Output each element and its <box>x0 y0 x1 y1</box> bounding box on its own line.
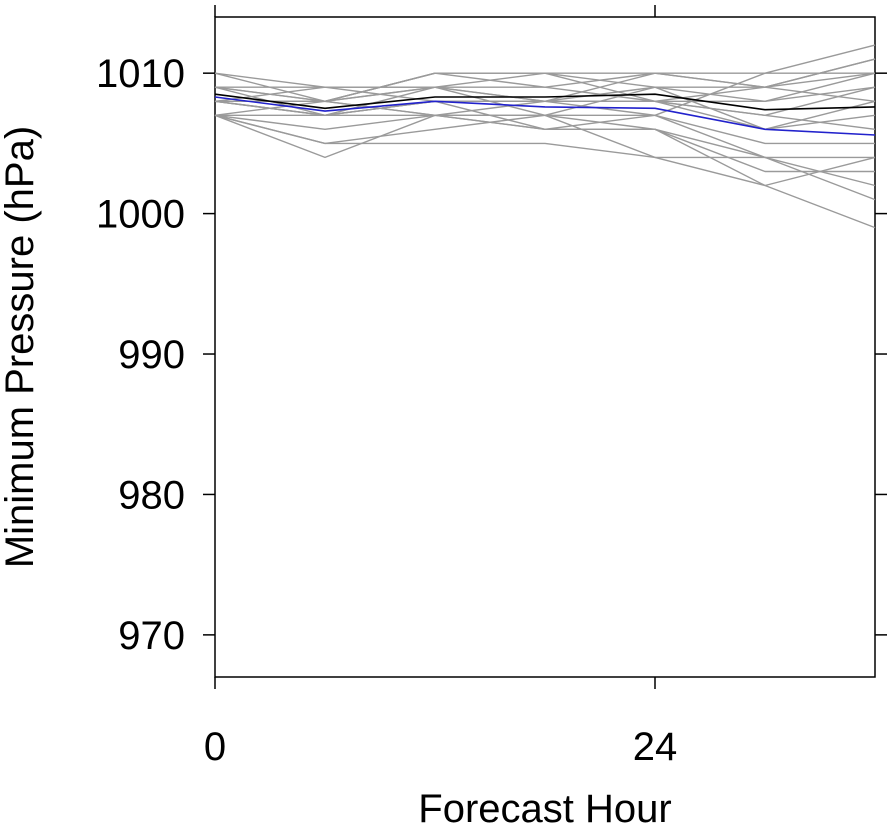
axis-ticks <box>203 5 887 689</box>
y-tick-label: 970 <box>118 614 185 658</box>
y-tick-label: 1000 <box>96 193 185 237</box>
y-axis-title: Minimum Pressure (hPa) <box>0 126 42 568</box>
x-tick-label: 24 <box>633 725 678 769</box>
ensemble-member-line <box>214 114 876 187</box>
x-tick-label: 0 <box>204 725 226 769</box>
tick-labels: 970 980 990 1000 1010 0 24 <box>96 52 677 769</box>
ensemble-mean-line <box>214 93 876 111</box>
series-lines <box>214 44 876 229</box>
ensemble-member-line <box>214 86 876 130</box>
y-tick-label: 990 <box>118 333 185 377</box>
ensemble-member-line <box>214 86 876 117</box>
y-tick-label: 980 <box>118 473 185 517</box>
plot-frame <box>214 16 876 678</box>
ensemble-member-line <box>214 58 876 103</box>
y-tick-label: 1010 <box>96 52 185 96</box>
analysis-line <box>214 96 876 136</box>
ensemble-member-line <box>214 86 876 117</box>
x-axis-title: Forecast Hour <box>418 787 671 827</box>
ensemble-member-line <box>214 86 876 131</box>
ensemble-member-line <box>214 86 876 131</box>
